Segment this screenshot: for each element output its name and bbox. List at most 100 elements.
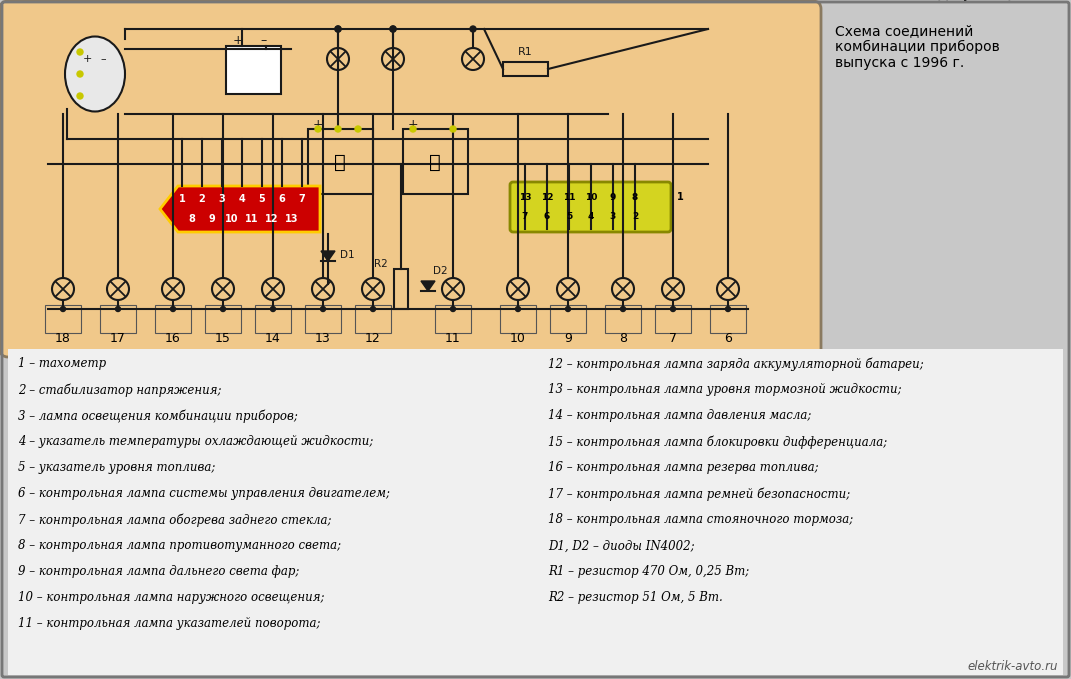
Circle shape — [60, 306, 65, 312]
Text: elektrik-avto.ru: elektrik-avto.ru — [967, 661, 1058, 674]
Text: D2: D2 — [433, 266, 448, 276]
FancyBboxPatch shape — [510, 182, 672, 232]
Text: 1: 1 — [677, 192, 683, 202]
Circle shape — [315, 126, 321, 132]
Bar — [226, 46, 281, 94]
Circle shape — [77, 93, 82, 99]
Text: 13: 13 — [285, 214, 299, 224]
Text: 13: 13 — [315, 333, 331, 346]
Circle shape — [515, 306, 521, 312]
Circle shape — [725, 306, 730, 312]
Text: R1 – резистор 470 Ом, 0,25 Вт;: R1 – резистор 470 Ом, 0,25 Вт; — [548, 566, 750, 579]
Text: 7 – контрольная лампа обогрева заднего стекла;: 7 – контрольная лампа обогрева заднего с… — [18, 513, 332, 527]
Bar — [308, 129, 373, 194]
Text: 9: 9 — [609, 193, 616, 202]
Text: 6: 6 — [544, 212, 550, 221]
Bar — [205, 305, 241, 333]
Text: 11 – контрольная лампа указателей поворота;: 11 – контрольная лампа указателей поворо… — [18, 617, 320, 631]
Text: D1: D1 — [340, 250, 355, 260]
Text: 11: 11 — [245, 214, 259, 224]
Bar — [45, 305, 81, 333]
Circle shape — [390, 26, 396, 32]
Text: 11: 11 — [562, 193, 575, 202]
Text: R2 – резистор 51 Ом, 5 Вт.: R2 – резистор 51 Ом, 5 Вт. — [548, 591, 723, 604]
Text: 10: 10 — [225, 214, 239, 224]
Circle shape — [335, 26, 341, 32]
Circle shape — [271, 306, 275, 312]
Text: 6: 6 — [724, 333, 731, 346]
Bar — [435, 305, 471, 333]
Circle shape — [620, 306, 625, 312]
Text: 8: 8 — [619, 333, 627, 346]
Text: 12: 12 — [266, 214, 278, 224]
Text: 4: 4 — [588, 212, 594, 221]
Text: 10: 10 — [585, 193, 598, 202]
Text: 12: 12 — [541, 193, 554, 202]
Text: –: – — [101, 54, 106, 64]
Bar — [605, 305, 642, 333]
Circle shape — [320, 306, 326, 312]
Text: 4 – указатель температуры охлаждающей жидкости;: 4 – указатель температуры охлаждающей жи… — [18, 435, 374, 449]
Circle shape — [670, 306, 676, 312]
Bar — [255, 305, 291, 333]
Bar — [550, 305, 586, 333]
Circle shape — [116, 306, 121, 312]
Text: 10 – контрольная лампа наружного освещения;: 10 – контрольная лампа наружного освещен… — [18, 591, 325, 604]
Text: 9: 9 — [209, 214, 215, 224]
Circle shape — [565, 306, 571, 312]
Text: 5 – указатель уровня топлива;: 5 – указатель уровня топлива; — [18, 462, 215, 475]
Text: D1, D2 – диоды IN4002;: D1, D2 – диоды IN4002; — [548, 540, 695, 553]
Text: 2: 2 — [632, 212, 638, 221]
Circle shape — [77, 71, 82, 77]
Text: 1: 1 — [179, 194, 185, 204]
Text: ⛽: ⛽ — [429, 153, 441, 172]
Bar — [503, 62, 548, 76]
Text: 16 – контрольная лампа резерва топлива;: 16 – контрольная лампа резерва топлива; — [548, 462, 818, 475]
Text: 18 – контрольная лампа стояночного тормоза;: 18 – контрольная лампа стояночного тормо… — [548, 513, 854, 526]
Text: 2 – стабилизатор напряжения;: 2 – стабилизатор напряжения; — [18, 383, 222, 397]
Text: 7: 7 — [669, 333, 677, 346]
Text: 12 – контрольная лампа заряда аккумуляторной батареи;: 12 – контрольная лампа заряда аккумулято… — [548, 357, 924, 371]
Text: 🌡: 🌡 — [334, 153, 346, 172]
Text: 7: 7 — [522, 212, 528, 221]
Text: +: + — [313, 117, 323, 130]
Text: 5: 5 — [565, 212, 572, 221]
Circle shape — [450, 126, 456, 132]
Polygon shape — [160, 186, 320, 232]
Polygon shape — [321, 251, 335, 261]
Text: R2: R2 — [374, 259, 388, 269]
Text: 6: 6 — [278, 194, 285, 204]
Text: 15 – контрольная лампа блокировки дифференциала;: 15 – контрольная лампа блокировки диффер… — [548, 435, 887, 449]
Circle shape — [390, 26, 396, 32]
Bar — [305, 305, 341, 333]
Text: 2: 2 — [198, 194, 206, 204]
Text: +: + — [408, 117, 419, 130]
Text: 15: 15 — [215, 333, 231, 346]
Text: 5: 5 — [258, 194, 266, 204]
Text: 6 – контрольная лампа системы управления двигателем;: 6 – контрольная лампа системы управления… — [18, 488, 390, 500]
Text: 3: 3 — [218, 194, 225, 204]
Bar — [403, 129, 468, 194]
Bar — [710, 305, 746, 333]
Circle shape — [170, 306, 176, 312]
Text: 11: 11 — [446, 333, 461, 346]
Text: 1 – тахометр: 1 – тахометр — [18, 358, 106, 371]
Text: 14 – контрольная лампа давления масла;: 14 – контрольная лампа давления масла; — [548, 409, 812, 422]
Circle shape — [77, 49, 82, 55]
Bar — [100, 305, 136, 333]
Text: 13 – контрольная лампа уровня тормозной жидкости;: 13 – контрольная лампа уровня тормозной … — [548, 384, 902, 397]
Text: +: + — [232, 35, 243, 48]
Text: 10: 10 — [510, 333, 526, 346]
Bar — [500, 305, 536, 333]
Text: 7: 7 — [299, 194, 305, 204]
Text: 3: 3 — [609, 212, 616, 221]
Text: 4: 4 — [239, 194, 245, 204]
Circle shape — [371, 306, 376, 312]
Text: 3 – лампа освещения комбинации приборов;: 3 – лампа освещения комбинации приборов; — [18, 409, 298, 423]
Ellipse shape — [65, 37, 125, 111]
Bar — [394, 269, 408, 309]
Text: 8: 8 — [188, 214, 195, 224]
Circle shape — [221, 306, 226, 312]
Circle shape — [470, 26, 476, 32]
Text: 9 – контрольная лампа дальнего света фар;: 9 – контрольная лампа дальнего света фар… — [18, 566, 300, 579]
